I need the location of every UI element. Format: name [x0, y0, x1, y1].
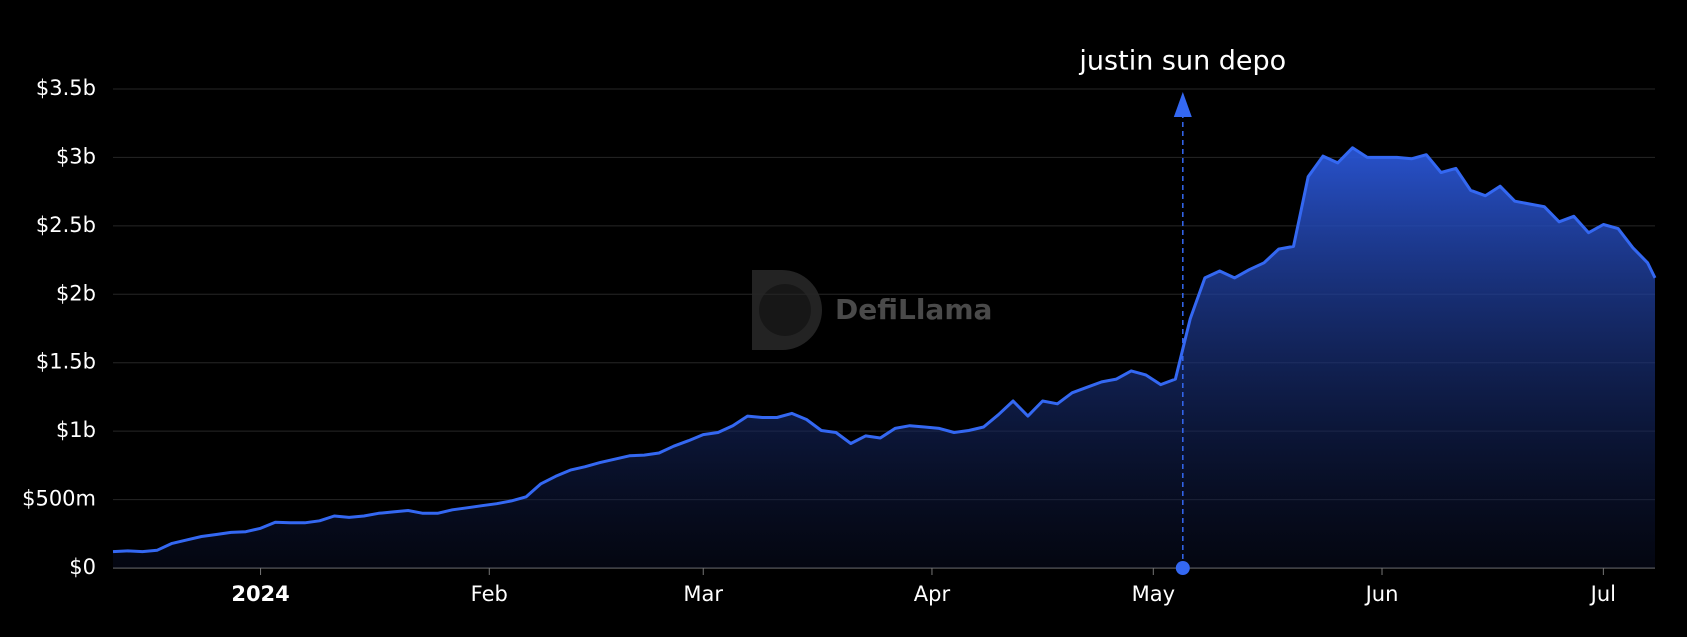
watermark-logo	[752, 270, 822, 350]
logo-face	[759, 284, 811, 336]
x-tick-label: Apr	[914, 582, 951, 606]
x-tick-label: Jun	[1364, 582, 1399, 606]
x-tick-label: Mar	[683, 582, 723, 606]
logo-shape	[752, 270, 822, 350]
y-tick-label: $3.5b	[36, 76, 96, 100]
y-tick-label: $2b	[56, 281, 96, 305]
watermark: DefiLlama	[835, 293, 992, 326]
x-tick-label: Jul	[1589, 582, 1616, 606]
x-tick-label: May	[1132, 582, 1175, 606]
area	[113, 147, 1655, 569]
y-tick-label: $0	[69, 555, 96, 579]
x-tick-label: 2024	[231, 582, 289, 606]
annotation-dot	[1175, 561, 1190, 575]
annotation-text: justin sun depo	[1078, 46, 1286, 77]
y-tick-label: $3b	[56, 144, 96, 168]
y-tick-label: $1b	[56, 418, 96, 442]
y-tick-label: $500m	[22, 487, 96, 511]
annotation-arrow	[1173, 92, 1192, 117]
y-tick-label: $1.5b	[36, 350, 96, 374]
x-tick-label: Feb	[471, 582, 508, 606]
line	[112, 146, 1657, 554]
y-tick-label: $2.5b	[36, 213, 96, 237]
